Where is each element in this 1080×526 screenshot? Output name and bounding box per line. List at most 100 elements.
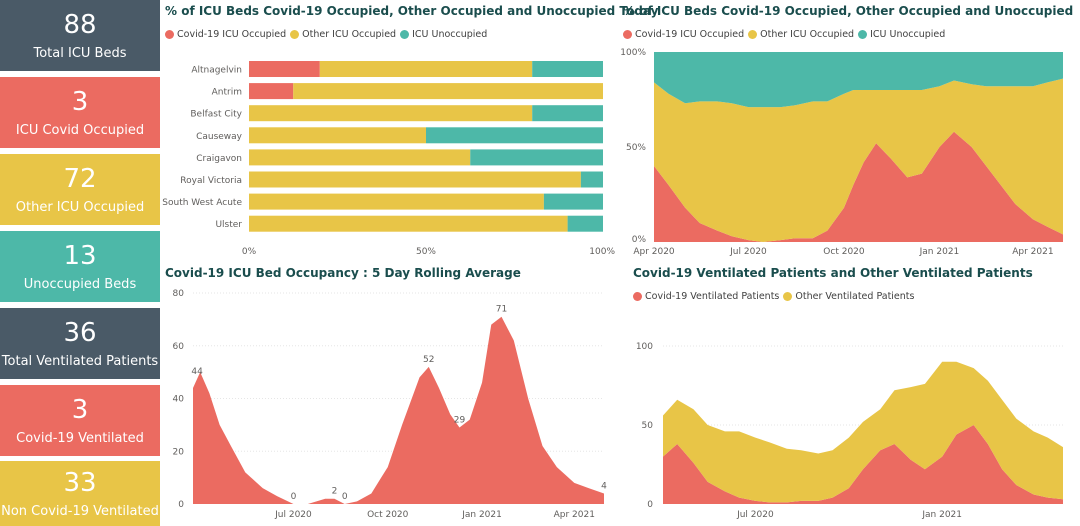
x-tick-label: Apr 2021	[554, 510, 595, 520]
x-tick-label: 0%	[242, 247, 257, 257]
category-label: Belfast City	[190, 110, 242, 120]
category-label: Craigavon	[196, 154, 242, 164]
y-tick-label: 100%	[620, 48, 646, 58]
bar-segment	[249, 105, 533, 122]
chart-title: % of ICU Beds Covid-19 Occupied, Other O…	[165, 4, 659, 18]
legend-item[interactable]: Covid-19 Ventilated Patients	[633, 291, 779, 302]
kpi-value: 3	[71, 86, 89, 117]
kpi-card-total-icu-beds[interactable]: 88 Total ICU Beds	[0, 0, 160, 71]
chart-title: Covid-19 Ventilated Patients and Other V…	[633, 266, 1033, 280]
kpi-label: Covid-19 Ventilated	[16, 430, 144, 446]
legend-item[interactable]: Covid-19 ICU Occupied	[165, 29, 286, 40]
bar-segment	[580, 171, 603, 188]
kpi-label: Total Ventilated Patients	[1, 353, 159, 369]
bar-segment	[543, 193, 603, 210]
area-series	[663, 425, 1063, 504]
kpi-label: Other ICU Occupied	[15, 199, 145, 215]
kpi-label: Total ICU Beds	[33, 45, 127, 61]
bar-segment	[249, 193, 544, 210]
legend-label: Covid-19 Ventilated Patients	[645, 291, 780, 302]
legend-item[interactable]: Other ICU Occupied	[290, 29, 396, 40]
legend-item[interactable]: Other ICU Occupied	[748, 29, 854, 40]
category-label: Altnagelvin	[191, 66, 242, 76]
legend-label: Other ICU Occupied	[760, 29, 855, 40]
bar-segment	[249, 149, 471, 166]
y-tick-label: 50%	[626, 143, 646, 153]
x-tick-label: Apr 2021	[1012, 247, 1053, 257]
legend-dot-icon	[290, 30, 300, 39]
category-label: South West Acute	[162, 198, 242, 208]
legend-dot-icon	[633, 292, 642, 301]
x-tick-label: Jan 2021	[461, 510, 502, 520]
kpi-value: 33	[63, 467, 97, 498]
data-label: 71	[496, 305, 507, 315]
bar-segment	[293, 83, 603, 100]
area-series	[654, 52, 1063, 108]
kpi-label: Unoccupied Beds	[23, 276, 137, 292]
legend-item[interactable]: ICU Unoccupied	[858, 29, 945, 40]
legend-label: Covid-19 ICU Occupied	[635, 29, 745, 40]
legend-label: ICU Unoccupied	[870, 29, 946, 40]
legend-item[interactable]: ICU Unoccupied	[400, 29, 487, 40]
data-label: 52	[423, 355, 434, 365]
legend-dot-icon	[623, 30, 632, 39]
legend-label: Other ICU Occupied	[302, 29, 397, 40]
kpi-card-non-covid-ventilated[interactable]: 33 Non Covid-19 Ventilated	[0, 461, 160, 526]
x-tick-label: Jul 2020	[736, 510, 774, 520]
area-series	[663, 361, 1063, 503]
legend-item[interactable]: Other Ventilated Patients	[783, 291, 914, 302]
y-tick-label: 0%	[632, 235, 647, 245]
bar-segment	[532, 105, 603, 122]
bar-segment	[249, 171, 581, 188]
legend-dot-icon	[400, 30, 410, 39]
x-tick-label: Jan 2021	[919, 247, 960, 257]
bar-segment	[319, 61, 533, 77]
legend-label: ICU Unoccupied	[412, 29, 488, 40]
category-label: Causeway	[196, 132, 243, 142]
bar-segment	[249, 83, 294, 100]
category-label: Ulster	[215, 220, 242, 230]
x-tick-label: Jan 2021	[921, 510, 962, 520]
bar-segment	[532, 61, 603, 77]
y-tick-label: 20	[173, 447, 185, 457]
chart-legend: Covid-19 ICU Occupied Other ICU Occupied…	[165, 29, 491, 40]
data-label: 29	[454, 416, 466, 426]
data-label: 2	[332, 487, 338, 497]
legend-label: Other Ventilated Patients	[795, 291, 915, 302]
legend-dot-icon	[748, 30, 758, 39]
legend-label: Covid-19 ICU Occupied	[177, 29, 287, 40]
bar-segment	[249, 61, 320, 77]
category-label: Antrim	[212, 88, 242, 98]
data-label: 44	[191, 367, 203, 377]
kpi-value: 88	[63, 9, 97, 40]
kpi-card-other-icu-occupied[interactable]: 72 Other ICU Occupied	[0, 154, 160, 225]
y-tick-label: 60	[173, 342, 185, 352]
data-label: 0	[342, 492, 348, 502]
kpi-card-icu-covid-occupied[interactable]: 3 ICU Covid Occupied	[0, 77, 160, 148]
kpi-card-unoccupied-beds[interactable]: 13 Unoccupied Beds	[0, 231, 160, 302]
kpi-value: 3	[71, 394, 89, 425]
x-tick-label: Jul 2020	[729, 247, 767, 257]
x-tick-label: Oct 2020	[823, 247, 865, 257]
x-tick-label: 50%	[416, 247, 436, 257]
area-series	[654, 131, 1063, 242]
x-tick-label: 100%	[589, 247, 615, 257]
kpi-value: 13	[63, 240, 97, 271]
legend-item[interactable]: Covid-19 ICU Occupied	[623, 29, 744, 40]
chart-legend: Covid-19 Ventilated Patients Other Venti…	[633, 291, 918, 302]
kpi-card-total-ventilated[interactable]: 36 Total Ventilated Patients	[0, 308, 160, 379]
kpi-card-covid-ventilated[interactable]: 3 Covid-19 Ventilated	[0, 385, 160, 456]
legend-dot-icon	[165, 30, 174, 39]
kpi-value: 72	[63, 163, 97, 194]
x-tick-label: Apr 2020	[633, 247, 675, 257]
y-tick-label: 0	[178, 500, 184, 510]
y-tick-label: 80	[173, 289, 185, 299]
bar-segment	[249, 127, 426, 144]
legend-dot-icon	[858, 30, 868, 39]
y-tick-label: 40	[173, 395, 185, 405]
y-tick-label: 0	[647, 500, 653, 510]
